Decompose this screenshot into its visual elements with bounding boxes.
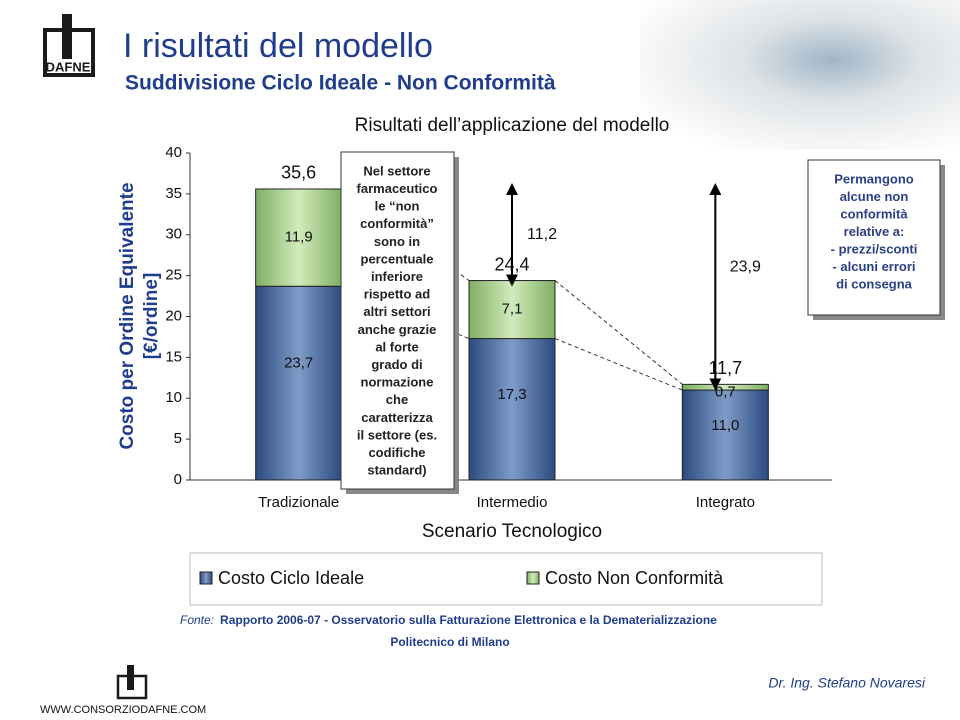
difference-label: 23,9 xyxy=(730,258,761,275)
logo: DAFNE xyxy=(43,14,95,77)
chart-title: Risultati dell’applicazione del modello xyxy=(355,115,670,136)
x-tick-label: Intermedio xyxy=(477,494,548,511)
difference-label: 11,2 xyxy=(527,226,557,243)
callout-text: che xyxy=(386,392,408,407)
source-block: Fonte: Rapporto 2006-07 - Osservatorio su… xyxy=(180,613,717,627)
author: Dr. Ing. Stefano Novaresi xyxy=(768,675,926,691)
x-tick-label: Integrato xyxy=(696,494,755,511)
source-label: Fonte: xyxy=(180,613,214,627)
title: I risultati del modello xyxy=(123,27,433,65)
callout-text: di consegna xyxy=(836,276,913,291)
y-tick-label: 5 xyxy=(174,430,182,447)
callout-text: normazione xyxy=(361,375,434,390)
callout-text: caratterizza xyxy=(361,410,433,425)
connector xyxy=(554,280,683,385)
legend-label: Costo Non Conformità xyxy=(545,568,724,588)
y-tick-label: 35 xyxy=(165,185,182,202)
logo-small xyxy=(116,665,148,700)
subtitle: Suddivisione Ciclo Ideale - Non Conformi… xyxy=(125,72,556,95)
legend-swatch xyxy=(199,571,213,585)
x-tick-label: Tradizionale xyxy=(258,494,339,511)
total-label: 11,7 xyxy=(708,358,742,378)
bar-segment xyxy=(468,280,556,340)
x-axis-label: Scenario Tecnologico xyxy=(422,521,602,542)
y-tick-label: 20 xyxy=(165,307,182,324)
callout-text: - alcuni errori xyxy=(832,259,915,274)
y-axis-label: [€/ordine] xyxy=(141,273,162,360)
legend-swatch xyxy=(526,571,540,585)
callout-text: Permangono xyxy=(834,171,914,186)
callout-box xyxy=(340,151,455,490)
value-label: 23,7 xyxy=(284,355,313,372)
callout-text: relative a: xyxy=(844,224,905,239)
callout-text: al forte xyxy=(375,339,418,354)
callout-text: Nel settore xyxy=(363,163,430,178)
legend xyxy=(189,552,823,606)
chart: 0 5 10 15 20 25 30 35 40 Tradizionale 23,7 11,9 35,6… xyxy=(165,144,832,588)
value-label: 17,3 xyxy=(497,386,526,403)
header-image xyxy=(640,0,960,150)
bar-segment xyxy=(681,383,769,391)
callout-text: anche grazie xyxy=(358,322,437,337)
bar-segment xyxy=(255,285,343,481)
callout-text: sono in xyxy=(374,234,420,249)
y-tick-label: 15 xyxy=(165,348,182,365)
callout-text: il settore (es. xyxy=(357,427,437,442)
bar-segment xyxy=(681,389,769,481)
callout-text: altri settori xyxy=(363,304,430,319)
source-line: Politecnico di Milano xyxy=(390,635,509,649)
y-tick-label: 25 xyxy=(165,267,182,284)
website: WWW.CONSORZIODAFNE.COM xyxy=(40,704,206,715)
y-tick-label: 40 xyxy=(165,144,182,161)
callout-text: grado di xyxy=(371,357,422,372)
callout-text: le “non xyxy=(375,199,420,214)
y-tick-label: 10 xyxy=(165,389,182,406)
callout-text: inferiore xyxy=(371,269,423,284)
callout-text: conformità xyxy=(840,206,908,221)
bar-segment xyxy=(468,338,556,481)
y-tick-label: 0 xyxy=(174,471,182,488)
connector xyxy=(554,338,683,391)
callout-box xyxy=(807,159,941,316)
callout-text: conformità” xyxy=(360,216,434,231)
source: Rapporto 2006-07 - Osservatorio sulla Fa… xyxy=(220,613,717,627)
callout-text: standard) xyxy=(367,463,426,478)
legend-label: Costo Ciclo Ideale xyxy=(218,568,364,588)
value-label: 11,0 xyxy=(711,417,739,434)
y-tick-label: 30 xyxy=(165,226,182,243)
callout-text: codifiche xyxy=(368,445,425,460)
total-label: 35,6 xyxy=(281,163,316,183)
value-label: 0,7 xyxy=(715,383,736,400)
value-label: 7,1 xyxy=(502,301,523,318)
logo-text: DAFNE xyxy=(46,59,91,74)
callout-text: - prezzi/sconti xyxy=(831,241,918,256)
value-label: 11,9 xyxy=(285,229,313,246)
callout-text: farmaceutico xyxy=(357,181,438,196)
callout-text: alcune non xyxy=(840,189,909,204)
y-axis-label: Costo per Ordine Equivalente xyxy=(117,182,138,449)
bar-segment xyxy=(255,188,343,287)
callouts: Nel settore farmaceutico le “non conformità… xyxy=(340,151,945,494)
callout-text: percentuale xyxy=(361,251,434,266)
callout-text: rispetto ad xyxy=(364,287,431,302)
